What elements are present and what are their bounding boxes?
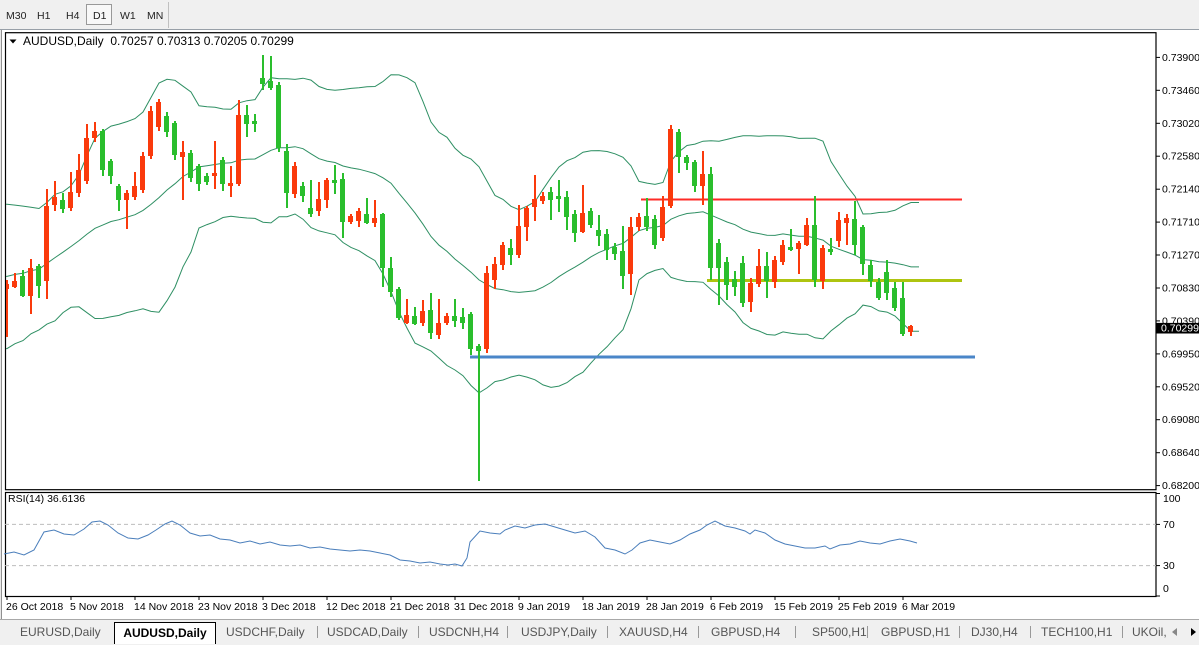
svg-text:0.68200: 0.68200 <box>1162 480 1199 492</box>
svg-text:0.70299: 0.70299 <box>1161 322 1199 334</box>
svg-text:9 Jan 2019: 9 Jan 2019 <box>518 601 570 613</box>
svg-text:12 Dec 2018: 12 Dec 2018 <box>326 601 386 613</box>
svg-text:14 Nov 2018: 14 Nov 2018 <box>134 601 194 613</box>
svg-text:0.73460: 0.73460 <box>1162 85 1199 97</box>
svg-text:15 Feb 2019: 15 Feb 2019 <box>774 601 833 613</box>
svg-text:5 Nov 2018: 5 Nov 2018 <box>70 601 124 613</box>
svg-text:23 Nov 2018: 23 Nov 2018 <box>198 601 258 613</box>
svg-text:0.72140: 0.72140 <box>1162 184 1199 196</box>
svg-text:0.73900: 0.73900 <box>1162 52 1199 64</box>
svg-text:0.69520: 0.69520 <box>1162 381 1199 393</box>
svg-text:0.68640: 0.68640 <box>1162 447 1199 459</box>
svg-text:31 Dec 2018: 31 Dec 2018 <box>454 601 514 613</box>
svg-text:0.69950: 0.69950 <box>1162 348 1199 360</box>
svg-text:3 Dec 2018: 3 Dec 2018 <box>262 601 316 613</box>
svg-text:0.71270: 0.71270 <box>1162 250 1199 262</box>
svg-text:0.71710: 0.71710 <box>1162 217 1199 229</box>
svg-text:0.73020: 0.73020 <box>1162 118 1199 130</box>
svg-text:0.72580: 0.72580 <box>1162 151 1199 163</box>
svg-text:RSI(14) 36.6136: RSI(14) 36.6136 <box>8 493 85 505</box>
svg-text:6 Mar 2019: 6 Mar 2019 <box>902 601 955 613</box>
svg-text:21 Dec 2018: 21 Dec 2018 <box>390 601 450 613</box>
svg-text:25 Feb 2019: 25 Feb 2019 <box>838 601 897 613</box>
svg-text:0: 0 <box>1163 583 1169 595</box>
svg-text:30: 30 <box>1163 560 1175 572</box>
svg-text:0.69080: 0.69080 <box>1162 414 1199 426</box>
svg-text:6 Feb 2019: 6 Feb 2019 <box>710 601 763 613</box>
svg-text:100: 100 <box>1163 493 1181 505</box>
svg-text:70: 70 <box>1163 519 1175 531</box>
svg-text:26 Oct 2018: 26 Oct 2018 <box>6 601 63 613</box>
svg-text:0.70830: 0.70830 <box>1162 283 1199 295</box>
svg-text:18 Jan 2019: 18 Jan 2019 <box>582 601 640 613</box>
svg-text:AUDUSD,Daily 0.70257 0.70313: AUDUSD,Daily 0.70257 0.70313 0.70205 0.7… <box>23 34 294 48</box>
svg-text:28 Jan 2019: 28 Jan 2019 <box>646 601 704 613</box>
